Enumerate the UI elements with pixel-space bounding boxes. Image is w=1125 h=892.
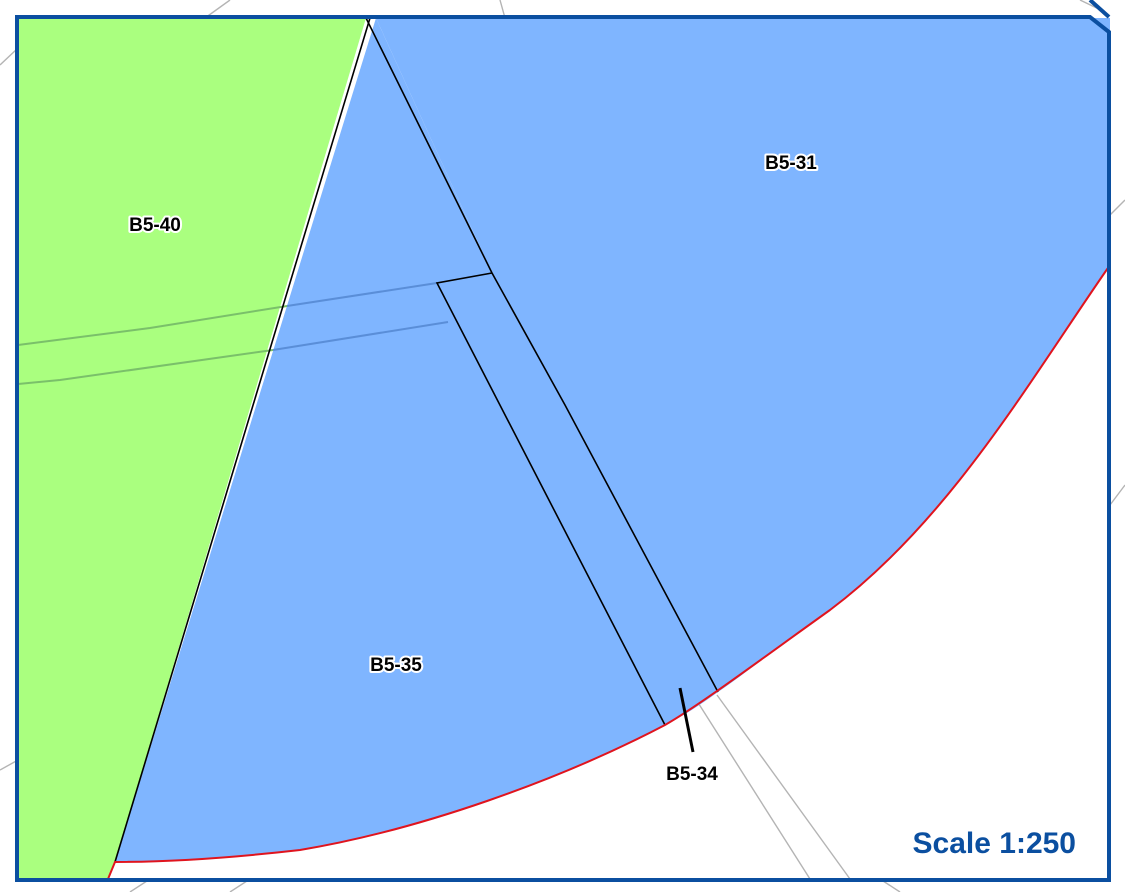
parcel-label-b5-35: B5-35: [370, 655, 422, 676]
parcel-label-b5-34: B5-34: [666, 764, 718, 785]
parcel-b5-40[interactable]: [18, 18, 366, 879]
frame-corner-tick: [1088, 0, 1111, 19]
map-frame: [15, 15, 1111, 882]
b5-34-leader-line: [678, 687, 695, 753]
easement-lines: [17, 282, 449, 385]
parcel-label-b5-40: B5-40: [129, 215, 181, 236]
parcel-b5-35[interactable]: [115, 18, 665, 862]
parcel-b5-34[interactable]: [437, 273, 718, 725]
parcel-label-b5-31: B5-31: [765, 153, 817, 174]
lot-lines: [114, 17, 719, 863]
parcel-b5-31[interactable]: [376, 18, 1110, 692]
scale-label: Scale 1:250: [913, 827, 1076, 860]
boundary-line: [107, 264, 1111, 880]
